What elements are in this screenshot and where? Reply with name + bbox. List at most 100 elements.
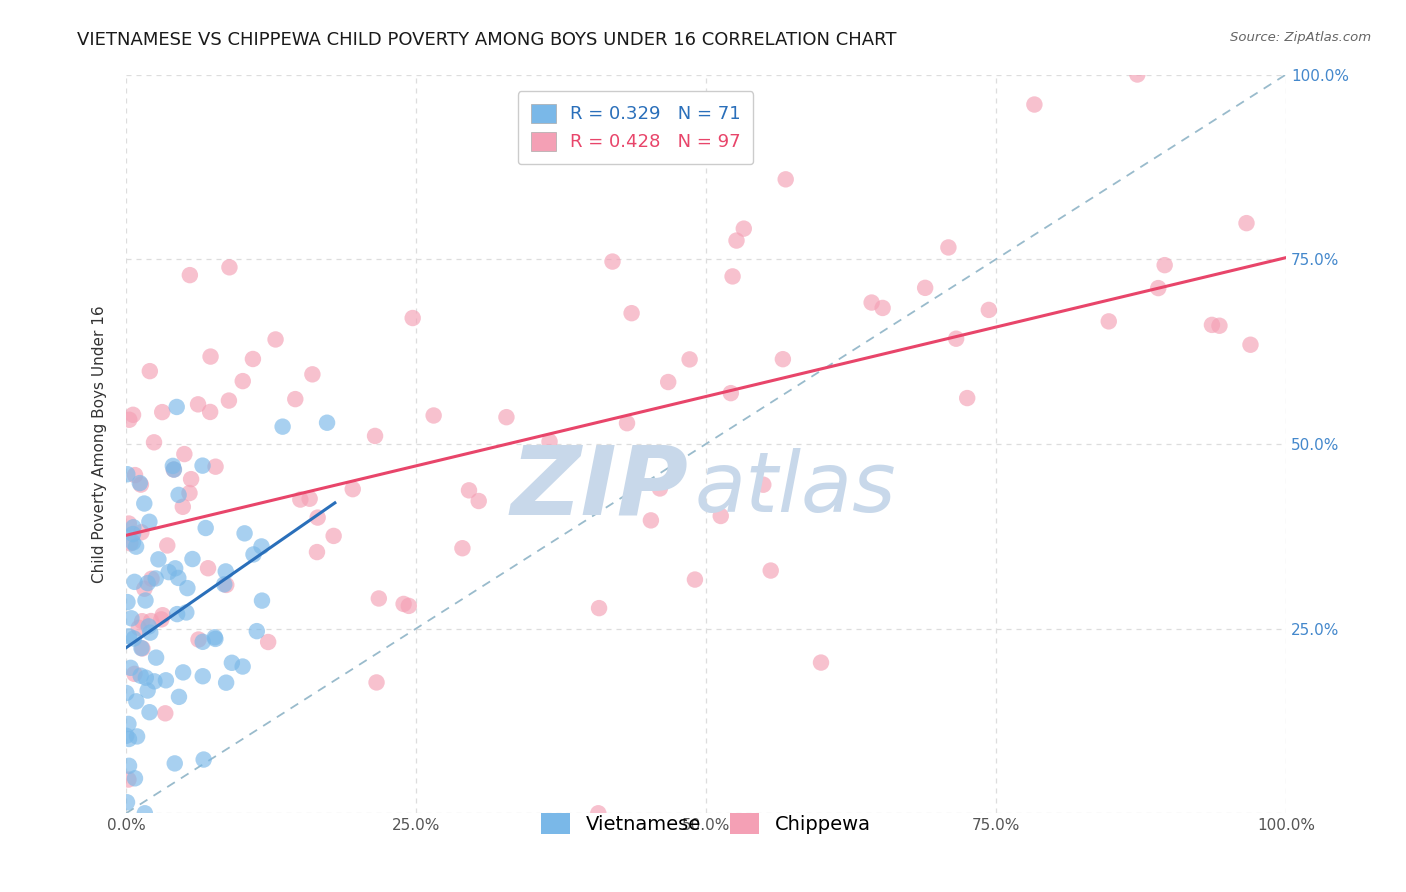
Chippewa xyxy=(150,612,173,626)
Chippewa xyxy=(141,572,163,586)
Vietnamese xyxy=(191,669,214,683)
Chippewa xyxy=(218,260,240,275)
Vietnamese xyxy=(163,756,186,771)
Chippewa xyxy=(150,405,173,419)
Chippewa xyxy=(733,221,755,235)
Chippewa xyxy=(172,500,194,514)
Vietnamese xyxy=(122,632,145,646)
Vietnamese xyxy=(215,565,238,579)
Vietnamese xyxy=(125,540,148,554)
Chippewa xyxy=(120,536,142,550)
Chippewa xyxy=(257,635,280,649)
Chippewa xyxy=(616,416,638,430)
Chippewa xyxy=(197,561,219,575)
Text: Source: ZipAtlas.com: Source: ZipAtlas.com xyxy=(1230,31,1371,45)
Vietnamese xyxy=(167,690,190,704)
Chippewa xyxy=(914,281,936,295)
Vietnamese xyxy=(176,581,198,595)
Chippewa xyxy=(298,491,321,506)
Chippewa xyxy=(143,435,166,450)
Vietnamese xyxy=(191,635,214,649)
Chippewa xyxy=(538,434,561,449)
Vietnamese xyxy=(145,650,167,665)
Vietnamese xyxy=(135,671,157,685)
Vietnamese xyxy=(215,675,238,690)
Vietnamese xyxy=(176,606,198,620)
Vietnamese xyxy=(122,520,145,534)
Chippewa xyxy=(307,510,329,524)
Chippewa xyxy=(860,295,883,310)
Chippewa xyxy=(620,306,643,320)
Vietnamese xyxy=(125,694,148,708)
Vietnamese xyxy=(138,705,160,719)
Chippewa xyxy=(124,666,146,681)
Vietnamese xyxy=(136,683,159,698)
Chippewa xyxy=(305,545,328,559)
Vietnamese xyxy=(122,527,145,541)
Text: ZIP: ZIP xyxy=(510,442,689,534)
Text: VIETNAMESE VS CHIPPEWA CHILD POVERTY AMONG BOYS UNDER 16 CORRELATION CHART: VIETNAMESE VS CHIPPEWA CHILD POVERTY AMO… xyxy=(77,31,897,49)
Vietnamese xyxy=(136,576,159,591)
Chippewa xyxy=(1024,97,1046,112)
Vietnamese xyxy=(120,611,142,625)
Chippewa xyxy=(131,614,153,628)
Vietnamese xyxy=(193,753,215,767)
Chippewa xyxy=(342,482,364,496)
Chippewa xyxy=(187,397,209,411)
Vietnamese xyxy=(163,462,186,476)
Vietnamese xyxy=(139,625,162,640)
Chippewa xyxy=(1201,318,1223,332)
Chippewa xyxy=(155,706,177,721)
Chippewa xyxy=(118,516,141,531)
Chippewa xyxy=(402,311,425,326)
Chippewa xyxy=(139,364,162,378)
Chippewa xyxy=(218,393,240,408)
Vietnamese xyxy=(134,806,156,821)
Chippewa xyxy=(128,621,150,635)
Vietnamese xyxy=(115,729,138,743)
Chippewa xyxy=(458,483,481,498)
Chippewa xyxy=(322,529,344,543)
Chippewa xyxy=(495,410,517,425)
Chippewa xyxy=(422,409,444,423)
Chippewa xyxy=(180,472,202,486)
Vietnamese xyxy=(122,535,145,549)
Vietnamese xyxy=(148,552,170,566)
Chippewa xyxy=(772,352,794,367)
Vietnamese xyxy=(145,571,167,585)
Chippewa xyxy=(364,429,387,443)
Chippewa xyxy=(683,573,706,587)
Vietnamese xyxy=(124,772,146,786)
Vietnamese xyxy=(316,416,339,430)
Chippewa xyxy=(720,386,742,401)
Chippewa xyxy=(721,269,744,284)
Vietnamese xyxy=(250,540,273,554)
Chippewa xyxy=(367,591,389,606)
Vietnamese xyxy=(162,458,184,473)
Vietnamese xyxy=(118,731,141,746)
Chippewa xyxy=(602,254,624,268)
Vietnamese xyxy=(118,629,141,643)
Vietnamese xyxy=(131,641,153,656)
Vietnamese xyxy=(221,656,243,670)
Chippewa xyxy=(215,578,238,592)
Vietnamese xyxy=(138,619,160,633)
Vietnamese xyxy=(172,665,194,680)
Chippewa xyxy=(1239,337,1261,351)
Vietnamese xyxy=(167,571,190,585)
Chippewa xyxy=(179,268,201,282)
Vietnamese xyxy=(129,669,152,683)
Vietnamese xyxy=(115,795,138,809)
Vietnamese xyxy=(250,593,273,607)
Chippewa xyxy=(139,614,162,628)
Vietnamese xyxy=(167,488,190,502)
Vietnamese xyxy=(125,730,148,744)
Chippewa xyxy=(187,632,209,647)
Vietnamese xyxy=(166,400,188,414)
Chippewa xyxy=(366,675,388,690)
Vietnamese xyxy=(242,548,264,562)
Chippewa xyxy=(1098,314,1121,328)
Vietnamese xyxy=(271,419,294,434)
Legend: Vietnamese, Chippewa: Vietnamese, Chippewa xyxy=(531,804,880,844)
Chippewa xyxy=(759,564,782,578)
